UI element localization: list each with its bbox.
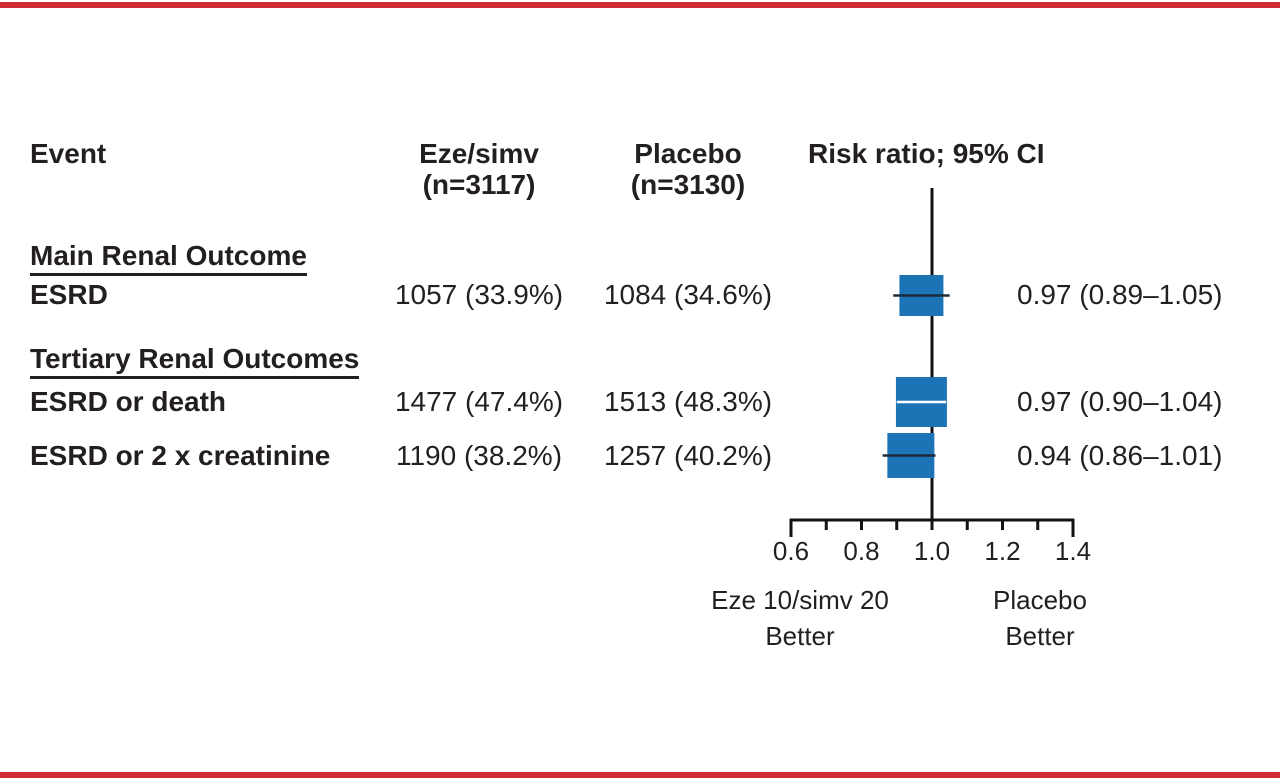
- section-heading-tertiary-renal-outcomes: Tertiary Renal Outcomes: [30, 343, 360, 379]
- row-esrd-or-2x-creatinine-risk-ratio-value: 0.94 (0.86–1.01): [1017, 440, 1223, 471]
- row-esrd-or-death-placebo-value: 1513 (48.3%): [603, 386, 773, 417]
- column-header-placebo-n: (n=3130): [630, 169, 746, 200]
- column-header-risk-ratio: Risk ratio; 95% CI: [808, 138, 1045, 169]
- row-label-esrd-or-2x-creatinine: ESRD or 2 x creatinine: [30, 440, 331, 471]
- x-axis-tick-label: 1.0: [914, 536, 950, 566]
- axis-annotation-line: Better: [765, 621, 835, 651]
- bottom-border-bar: [0, 772, 1280, 778]
- row-label-esrd-or-death: ESRD or death: [30, 386, 227, 417]
- section-heading-text: Tertiary Renal Outcomes: [30, 343, 360, 379]
- x-axis-tick-label: 1.4: [1055, 536, 1091, 566]
- x-axis-tick-label: 0.8: [843, 536, 879, 566]
- row-esrd-treatment-value: 1057 (33.9%): [394, 279, 564, 310]
- x-axis-tick-label: 0.6: [773, 536, 809, 566]
- column-header-placebo-name: Placebo: [634, 138, 742, 169]
- row-esrd-or-2x-creatinine-treatment-value: 1190 (38.2%): [395, 440, 563, 471]
- section-heading-main-renal-outcome: Main Renal Outcome: [30, 240, 307, 276]
- column-header-placebo: Placebo (n=3130): [588, 138, 788, 200]
- section-heading-text: Main Renal Outcome: [30, 240, 307, 276]
- row-esrd-or-2x-creatinine-placebo-value: 1257 (40.2%): [603, 440, 773, 471]
- axis-annotation-line: Better: [1005, 621, 1075, 651]
- column-header-event: Event: [30, 138, 107, 169]
- row-esrd-placebo-value: 1084 (34.6%): [603, 279, 773, 310]
- top-border-bar: [0, 2, 1280, 8]
- x-axis-tick-label: 1.2: [984, 536, 1020, 566]
- axis-annotation-placebo-better: Placebo Better: [937, 582, 1143, 654]
- row-esrd-or-death-risk-ratio-value: 0.97 (0.90–1.04): [1017, 386, 1223, 417]
- row-esrd-risk-ratio-value: 0.97 (0.89–1.05): [1017, 279, 1223, 310]
- column-header-treatment-n: (n=3117): [422, 169, 536, 200]
- axis-annotation-line: Placebo: [993, 585, 1087, 615]
- row-label-esrd: ESRD: [30, 279, 108, 310]
- row-esrd-or-death-treatment-value: 1477 (47.4%): [394, 386, 564, 417]
- axis-annotation-treatment-better: Eze 10/simv 20 Better: [676, 582, 924, 654]
- column-header-treatment: Eze/simv (n=3117): [379, 138, 579, 200]
- column-header-treatment-name: Eze/simv: [419, 138, 539, 169]
- axis-annotation-line: Eze 10/simv 20: [711, 585, 889, 615]
